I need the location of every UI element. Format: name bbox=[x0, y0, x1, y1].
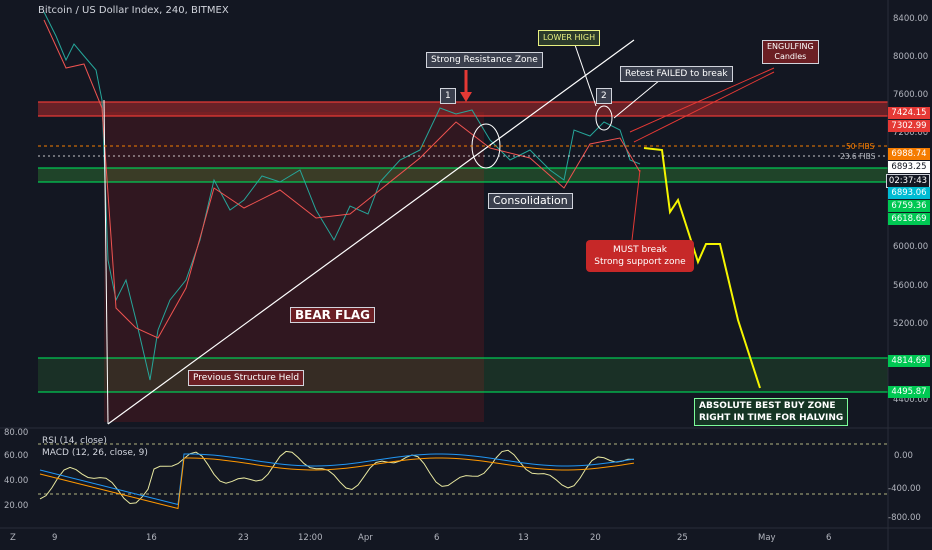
support-pointer bbox=[631, 169, 641, 241]
price-line bbox=[43, 11, 641, 381]
macd-line bbox=[39, 453, 635, 506]
y-tick-label: 8400.00 bbox=[893, 13, 929, 24]
rsi-tick-60: 60.00 bbox=[4, 451, 29, 461]
macd-tick-m400: -400.00 bbox=[888, 484, 921, 494]
rsi-label: RSI (14, close) bbox=[42, 436, 107, 446]
engulfing-arrow-1 bbox=[629, 67, 775, 133]
marker-2: 2 bbox=[596, 88, 612, 104]
must-break-line1: MUST break bbox=[613, 245, 667, 255]
macd-signal-line bbox=[39, 457, 635, 510]
price-tag: 6618.69 bbox=[888, 213, 930, 226]
bear-flag-label: BEAR FLAG bbox=[290, 307, 376, 323]
price-tag: 4495.87 bbox=[888, 385, 930, 398]
resistance-arrow-head bbox=[460, 92, 472, 102]
y-tick-label: 6000.00 bbox=[893, 242, 929, 253]
x-tick-label: 6 bbox=[826, 533, 832, 543]
retest-label: Retest FAILED to break bbox=[620, 66, 733, 82]
must-break-line2: Strong support zone bbox=[594, 257, 686, 267]
y-tick-label: 4400.00 bbox=[893, 394, 929, 405]
x-tick-label: 6 bbox=[434, 533, 440, 543]
marker-1: 1 bbox=[440, 88, 456, 104]
x-tick-label: May bbox=[758, 533, 776, 543]
rsi-tick-20: 20.00 bbox=[4, 501, 29, 511]
retest-pointer bbox=[613, 79, 661, 119]
price-tag: 6893.25 bbox=[888, 161, 930, 174]
support-zone-upper bbox=[38, 168, 888, 182]
rsi-tick-40: 40.00 bbox=[4, 476, 29, 486]
price-tag: 7302.99 bbox=[888, 119, 930, 132]
engulfing-label-line2: Candles bbox=[774, 52, 807, 61]
buy-zone-line2: RIGHT IN TIME FOR HALVING bbox=[699, 413, 844, 423]
bear-flag-trendline bbox=[107, 39, 635, 425]
strong-resistance-label: Strong Resistance Zone bbox=[426, 52, 543, 68]
projection-path bbox=[643, 147, 761, 389]
consolidation-label: Consolidation bbox=[488, 193, 573, 209]
y-tick-label: 7200.00 bbox=[893, 127, 929, 138]
price-tag: 6988.74 bbox=[888, 148, 930, 161]
y-tick-label: 5200.00 bbox=[893, 318, 929, 329]
bear-flag-pole bbox=[103, 99, 109, 425]
macd-label: MACD (12, 26, close, 9) bbox=[42, 448, 148, 458]
x-tick-label: Apr bbox=[358, 533, 373, 543]
previous-structure-label: Previous Structure Held bbox=[188, 370, 305, 386]
fib-50-label: 50 FIBS bbox=[846, 142, 875, 151]
x-tick-label: 20 bbox=[590, 533, 601, 543]
price-tag: 02:37:43 bbox=[886, 174, 930, 189]
price-line-red bbox=[43, 19, 641, 339]
x-tick-label: 16 bbox=[146, 533, 157, 543]
rsi-line bbox=[39, 449, 635, 504]
price-tag: 6759.36 bbox=[888, 200, 930, 213]
y-tick-label: 7600.00 bbox=[893, 89, 929, 100]
buy-zone-line1: ABSOLUTE BEST BUY ZONE bbox=[699, 401, 836, 411]
y-tick-label: 5600.00 bbox=[893, 280, 929, 291]
x-tick-label: 12:00 bbox=[298, 533, 323, 543]
indicator-pane bbox=[38, 430, 888, 526]
x-tick-label: 9 bbox=[52, 533, 58, 543]
must-break-label: MUST break Strong support zone bbox=[586, 240, 694, 272]
support-zone-lower bbox=[38, 358, 888, 392]
lower-high-circle bbox=[595, 105, 613, 131]
engulfing-label-line1: ENGULFING bbox=[767, 42, 814, 51]
engulfing-label: ENGULFING Candles bbox=[762, 40, 819, 64]
x-tick-label: 23 bbox=[238, 533, 249, 543]
y-tick-label: 8000.00 bbox=[893, 51, 929, 62]
chart-title: Bitcoin / US Dollar Index, 240, BITMEX bbox=[38, 5, 229, 16]
lower-high-label: LOWER HIGH bbox=[538, 30, 601, 46]
engulfing-arrow-2 bbox=[633, 71, 775, 143]
zone-lines bbox=[38, 101, 888, 393]
x-tick-label: 25 bbox=[677, 533, 688, 543]
price-tag: 4814.69 bbox=[888, 355, 930, 368]
bottom-left-icon[interactable]: Z bbox=[10, 533, 16, 543]
macd-tick-m800: -800.00 bbox=[888, 513, 921, 523]
macd-tick-0: 0.00 bbox=[894, 451, 913, 461]
resistance-zone bbox=[38, 102, 888, 116]
rsi-tick-80: 80.00 bbox=[4, 428, 29, 438]
x-tick-label: 13 bbox=[518, 533, 529, 543]
buy-zone-label: ABSOLUTE BEST BUY ZONE RIGHT IN TIME FOR… bbox=[694, 398, 849, 426]
lower-high-pointer bbox=[573, 41, 597, 107]
fib-236-label: 23.6 FIBS bbox=[840, 152, 876, 161]
price-tag: 6893.06 bbox=[888, 187, 930, 200]
price-tag: 7424.15 bbox=[888, 106, 930, 119]
